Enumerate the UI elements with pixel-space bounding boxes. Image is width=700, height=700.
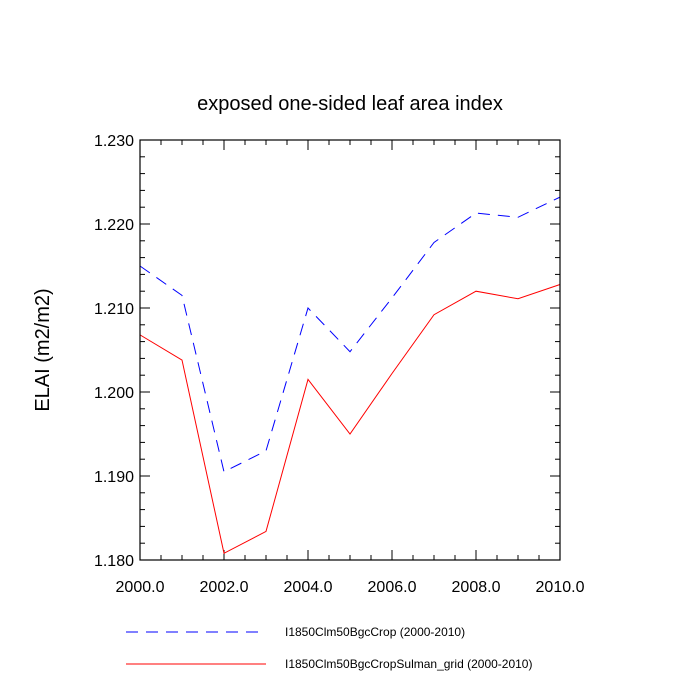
x-tick-label: 2002.0 (200, 579, 249, 596)
y-tick-label: 1.180 (94, 553, 134, 570)
axis-ticks (139, 139, 561, 561)
x-tick-label: 2004.0 (284, 579, 333, 596)
series-line-2 (139, 284, 561, 555)
chart-title: exposed one-sided leaf area index (197, 93, 503, 115)
x-tick-label: 2000.0 (116, 579, 165, 596)
legend-label-2: I1850Clm50BgcCropSulman_grid (2000-2010) (285, 657, 532, 671)
y-tick-label: 1.190 (94, 469, 134, 486)
x-tick-label: 2008.0 (452, 579, 501, 596)
axis-tick-labels: 2000.0 2002.0 2004.0 2006.0 2008.0 2010.0 1.18… (94, 133, 585, 596)
y-tick-label: 1.210 (94, 301, 134, 318)
y-axis-label: ELAI (m2/m2) (32, 288, 54, 411)
plot-frame (139, 139, 561, 561)
series-lines (139, 196, 561, 555)
y-tick-label: 1.220 (94, 217, 134, 234)
series-line-1 (139, 196, 561, 473)
y-tick-label: 1.230 (94, 133, 134, 150)
legend-label-1: I1850Clm50BgcCrop (2000-2010) (285, 625, 465, 639)
y-tick-label: 1.200 (94, 385, 134, 402)
x-tick-label: 2006.0 (368, 579, 417, 596)
x-tick-label: 2010.0 (536, 579, 585, 596)
legend: I1850Clm50BgcCrop (2000-2010) I1850Clm50B… (126, 625, 532, 671)
